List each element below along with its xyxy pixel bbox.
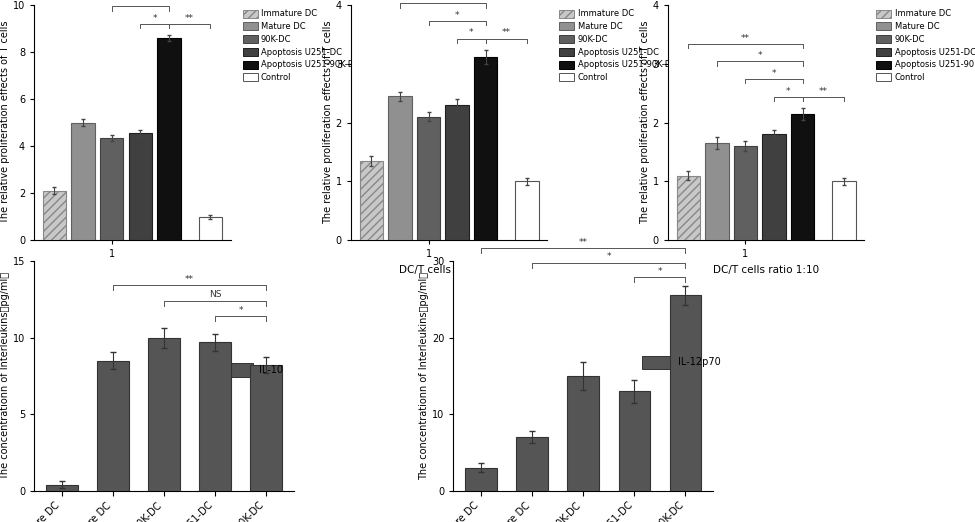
- Bar: [705, 143, 728, 240]
- Text: *: *: [772, 69, 776, 78]
- Bar: [100, 138, 124, 240]
- Legend: Immature DC, Mature DC, 90K-DC, Apoptosis U251-DC, Apoptosis U251-90K-DC, Contro: Immature DC, Mature DC, 90K-DC, Apoptosi…: [243, 9, 360, 82]
- Text: **: **: [185, 14, 194, 23]
- X-axis label: DC/T cells ratio 1:10: DC/T cells ratio 1:10: [713, 265, 819, 275]
- Bar: [734, 146, 758, 240]
- FancyBboxPatch shape: [642, 357, 673, 369]
- Text: IL-12p70: IL-12p70: [678, 357, 721, 367]
- Text: *: *: [786, 87, 791, 96]
- Legend: Immature DC, Mature DC, 90K-DC, Apoptosis U251-DC, Apoptosis U251-90K-DC, Contro: Immature DC, Mature DC, 90K-DC, Apoptosi…: [877, 9, 975, 82]
- Bar: [465, 468, 497, 491]
- Text: IL-10: IL-10: [258, 365, 283, 375]
- Bar: [388, 96, 411, 240]
- Bar: [43, 191, 66, 240]
- Text: NS: NS: [209, 290, 221, 299]
- Bar: [446, 105, 469, 240]
- Text: **: **: [579, 238, 588, 246]
- Bar: [618, 391, 650, 491]
- Text: *: *: [441, 0, 446, 2]
- Y-axis label: The concentrationn of Interleukins（pg/ml）: The concentrationn of Interleukins（pg/ml…: [0, 272, 10, 480]
- Y-axis label: The concentrationn of Interleukins（pg/ml）: The concentrationn of Interleukins（pg/ml…: [419, 272, 429, 480]
- X-axis label: DC/T cells ratio 1:5: DC/T cells ratio 1:5: [400, 265, 499, 275]
- Bar: [417, 117, 441, 240]
- Text: *: *: [239, 305, 243, 315]
- Text: **: **: [502, 28, 511, 38]
- Bar: [129, 133, 152, 240]
- Legend: Immature DC, Mature DC, 90K-DC, Apoptosis U251-DC, Apoptosis U251-90K-DC, Contro: Immature DC, Mature DC, 90K-DC, Apoptosi…: [560, 9, 677, 82]
- Bar: [34, 261, 293, 491]
- Text: **: **: [819, 87, 828, 96]
- Y-axis label: The relative proliferation effects of T cells: The relative proliferation effects of T …: [323, 21, 332, 224]
- Bar: [251, 365, 282, 491]
- Y-axis label: The relative proliferation effects of T cells: The relative proliferation effects of T …: [640, 21, 649, 224]
- FancyBboxPatch shape: [222, 363, 254, 376]
- Bar: [762, 135, 786, 240]
- Text: **: **: [185, 275, 194, 283]
- Text: *: *: [138, 0, 142, 5]
- Y-axis label: The relative proliferation effects of T cells: The relative proliferation effects of T …: [0, 21, 10, 224]
- Text: *: *: [152, 14, 157, 23]
- Bar: [833, 182, 856, 240]
- Bar: [199, 342, 231, 491]
- Bar: [670, 295, 701, 491]
- Bar: [516, 182, 539, 240]
- Text: *: *: [469, 28, 474, 38]
- Bar: [517, 437, 548, 491]
- Text: *: *: [606, 252, 611, 261]
- Text: *: *: [758, 51, 762, 61]
- Bar: [157, 38, 180, 240]
- Bar: [148, 338, 179, 491]
- Bar: [677, 175, 700, 240]
- Bar: [98, 361, 129, 491]
- Text: **: **: [741, 34, 750, 43]
- Bar: [46, 484, 78, 491]
- Bar: [71, 123, 95, 240]
- Bar: [360, 161, 383, 240]
- Text: *: *: [455, 11, 459, 20]
- X-axis label: DC/T cells ratio 1:1: DC/T cells ratio 1:1: [83, 265, 182, 275]
- Bar: [791, 114, 814, 240]
- Bar: [567, 376, 599, 491]
- Text: *: *: [658, 267, 662, 276]
- Bar: [199, 217, 222, 240]
- Bar: [474, 57, 497, 240]
